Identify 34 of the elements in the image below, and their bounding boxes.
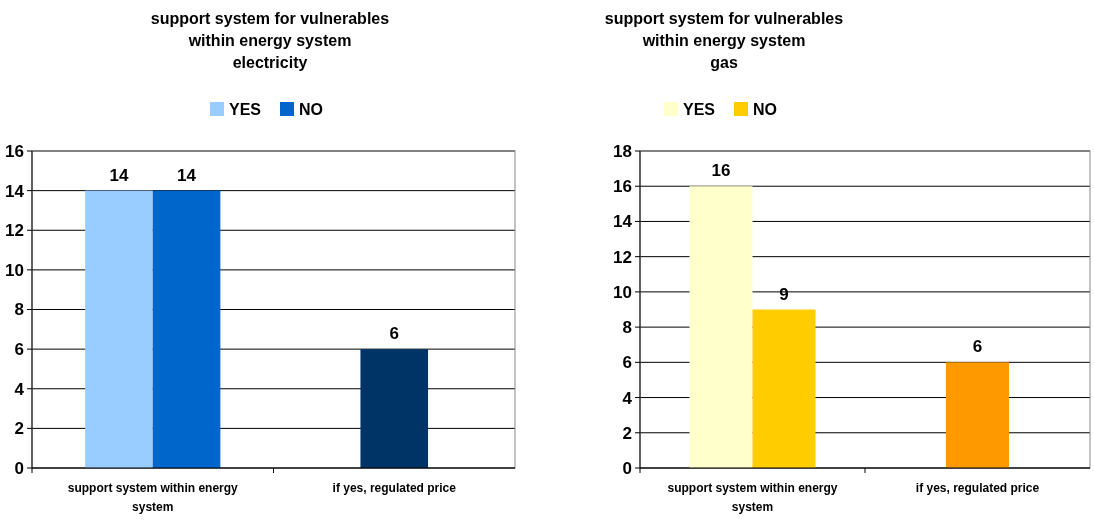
y-tick-label: 2 bbox=[622, 423, 632, 443]
y-tick-label: 14 bbox=[613, 212, 633, 232]
x-tick-label: support system within energy system bbox=[67, 481, 239, 514]
y-tick-label: 6 bbox=[622, 353, 632, 373]
y-tick-label: 16 bbox=[613, 177, 632, 197]
y-tick-label: 18 bbox=[613, 141, 632, 161]
data-label: 6 bbox=[389, 324, 399, 344]
y-tick-label: 0 bbox=[622, 458, 632, 478]
y-tick-label: 10 bbox=[613, 282, 632, 302]
chart-subtitle: gas bbox=[710, 54, 738, 71]
legend-label: NO bbox=[753, 101, 777, 118]
legend-label: NO bbox=[299, 101, 323, 118]
y-tick-label: 8 bbox=[14, 300, 24, 320]
y-tick-label: 12 bbox=[613, 247, 632, 267]
data-label: 6 bbox=[972, 337, 983, 357]
y-tick-label: 12 bbox=[5, 221, 24, 241]
legend-label: YES bbox=[229, 101, 262, 118]
data-label: 16 bbox=[711, 161, 731, 181]
y-tick-label: 8 bbox=[622, 318, 632, 338]
legend-label: YES bbox=[683, 101, 716, 118]
x-tick-label: if yes, regulated price bbox=[332, 481, 457, 495]
x-tick-label: support system within energy system bbox=[667, 481, 838, 514]
y-tick-label: 0 bbox=[14, 458, 24, 478]
y-tick-label: 6 bbox=[14, 340, 24, 360]
y-tick-label: 2 bbox=[14, 419, 24, 439]
y-tick-label: 16 bbox=[5, 141, 24, 161]
y-tick-label: 4 bbox=[622, 388, 633, 408]
chart-subtitle: electricity bbox=[232, 54, 308, 71]
data-label: 14 bbox=[109, 165, 129, 185]
y-tick-label: 4 bbox=[14, 379, 25, 399]
y-tick-label: 10 bbox=[5, 260, 24, 280]
y-tick-label: 14 bbox=[5, 181, 25, 201]
x-tick-label: if yes, regulated price bbox=[915, 481, 1040, 495]
data-label: 14 bbox=[177, 165, 197, 185]
